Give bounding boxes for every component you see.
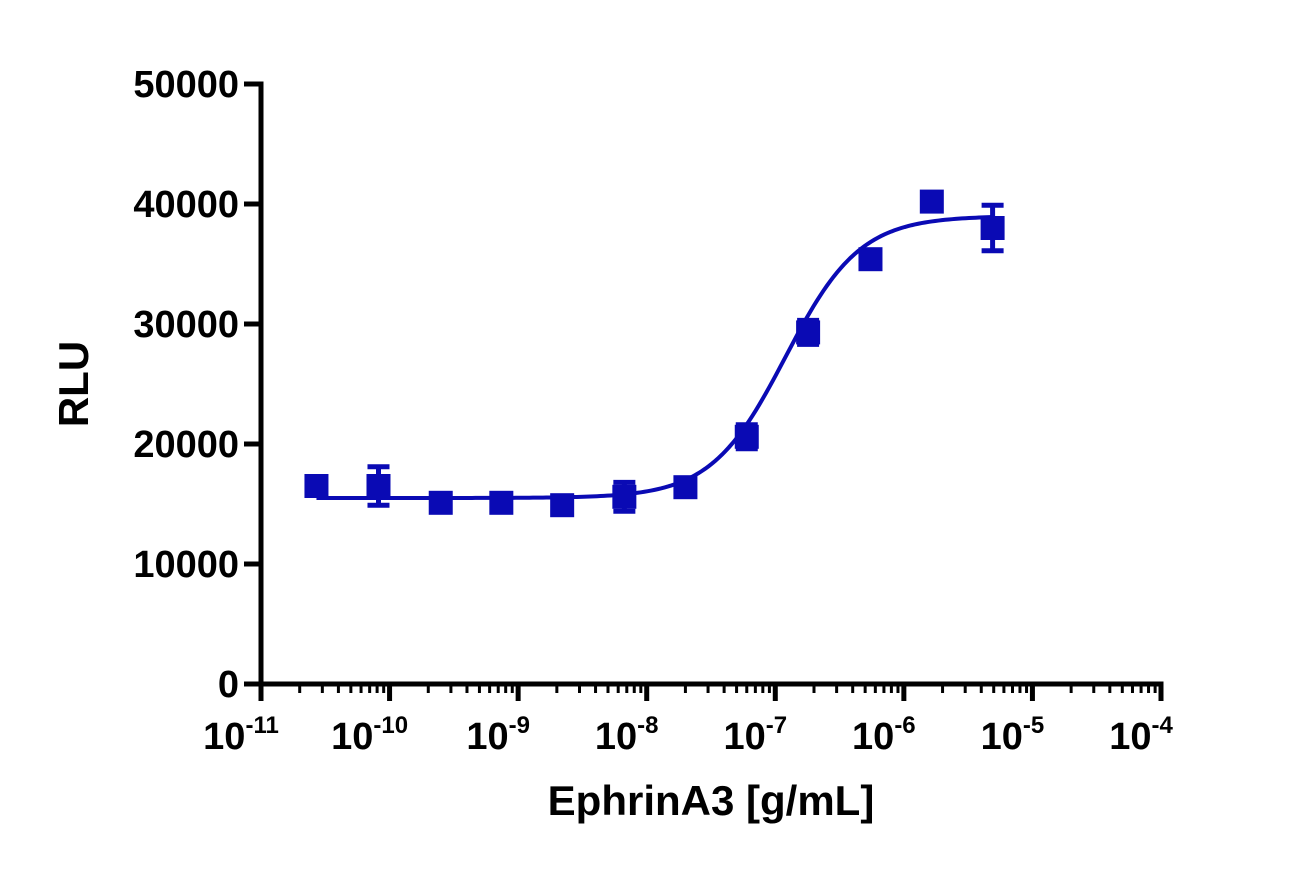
y-tick-label: 0 (218, 664, 239, 706)
data-point (734, 424, 759, 449)
data-point (304, 474, 329, 498)
x-tick-exponent: -9 (509, 712, 530, 739)
x-tick-exponent: -6 (894, 712, 915, 739)
x-tick-base: 10 (203, 716, 245, 758)
x-tick-label: 10-5 (981, 712, 1045, 758)
x-tick-exponent: -4 (1151, 712, 1173, 739)
x-tick-label: 10-4 (1109, 712, 1173, 758)
x-tick-label: 10-8 (595, 712, 659, 758)
data-points (304, 189, 1005, 518)
fit-curve (316, 215, 993, 500)
x-tick-label: 10-11 (203, 712, 279, 758)
y-axis-ticks: 0 10000 20000 30000 40000 50000 (133, 64, 261, 706)
data-point (673, 475, 698, 500)
data-point (796, 320, 821, 345)
x-tick-base: 10 (981, 716, 1023, 758)
x-axis-title: EphrinA3 [g/mL] (548, 777, 875, 824)
x-tick-base: 10 (331, 716, 373, 758)
data-point (489, 490, 514, 515)
y-tick-label: 30000 (133, 304, 239, 346)
x-axis-ticks: 10-11 10-10 10-9 10-8 10-7 10-6 10-5 10-4 (203, 684, 1173, 758)
data-point (550, 493, 575, 518)
x-tick-base: 10 (466, 716, 508, 758)
y-tick-label: 20000 (133, 424, 239, 466)
x-tick-exponent: -11 (245, 712, 278, 739)
x-tick-label: 10-6 (852, 712, 916, 758)
x-tick-label: 10-7 (723, 712, 787, 758)
data-point (858, 247, 883, 272)
data-point (428, 490, 453, 515)
x-tick-label: 10-9 (466, 712, 530, 758)
x-tick-exponent: -10 (373, 712, 408, 739)
x-tick-label: 10-10 (331, 712, 408, 758)
data-point (919, 189, 944, 214)
x-tick-exponent: -5 (1023, 712, 1044, 739)
x-tick-exponent: -7 (766, 712, 787, 739)
y-tick-label: 40000 (133, 184, 239, 226)
x-tick-base: 10 (1109, 716, 1151, 758)
x-tick-base: 10 (723, 716, 765, 758)
x-tick-base: 10 (852, 716, 894, 758)
y-tick-label: 10000 (133, 544, 239, 586)
y-tick-label: 50000 (133, 64, 239, 106)
data-point (366, 474, 391, 498)
x-tick-base: 10 (595, 716, 637, 758)
x-tick-exponent: -8 (637, 712, 658, 739)
data-point (612, 484, 637, 509)
y-axis-title: RLU (50, 341, 97, 427)
data-point (980, 216, 1005, 240)
